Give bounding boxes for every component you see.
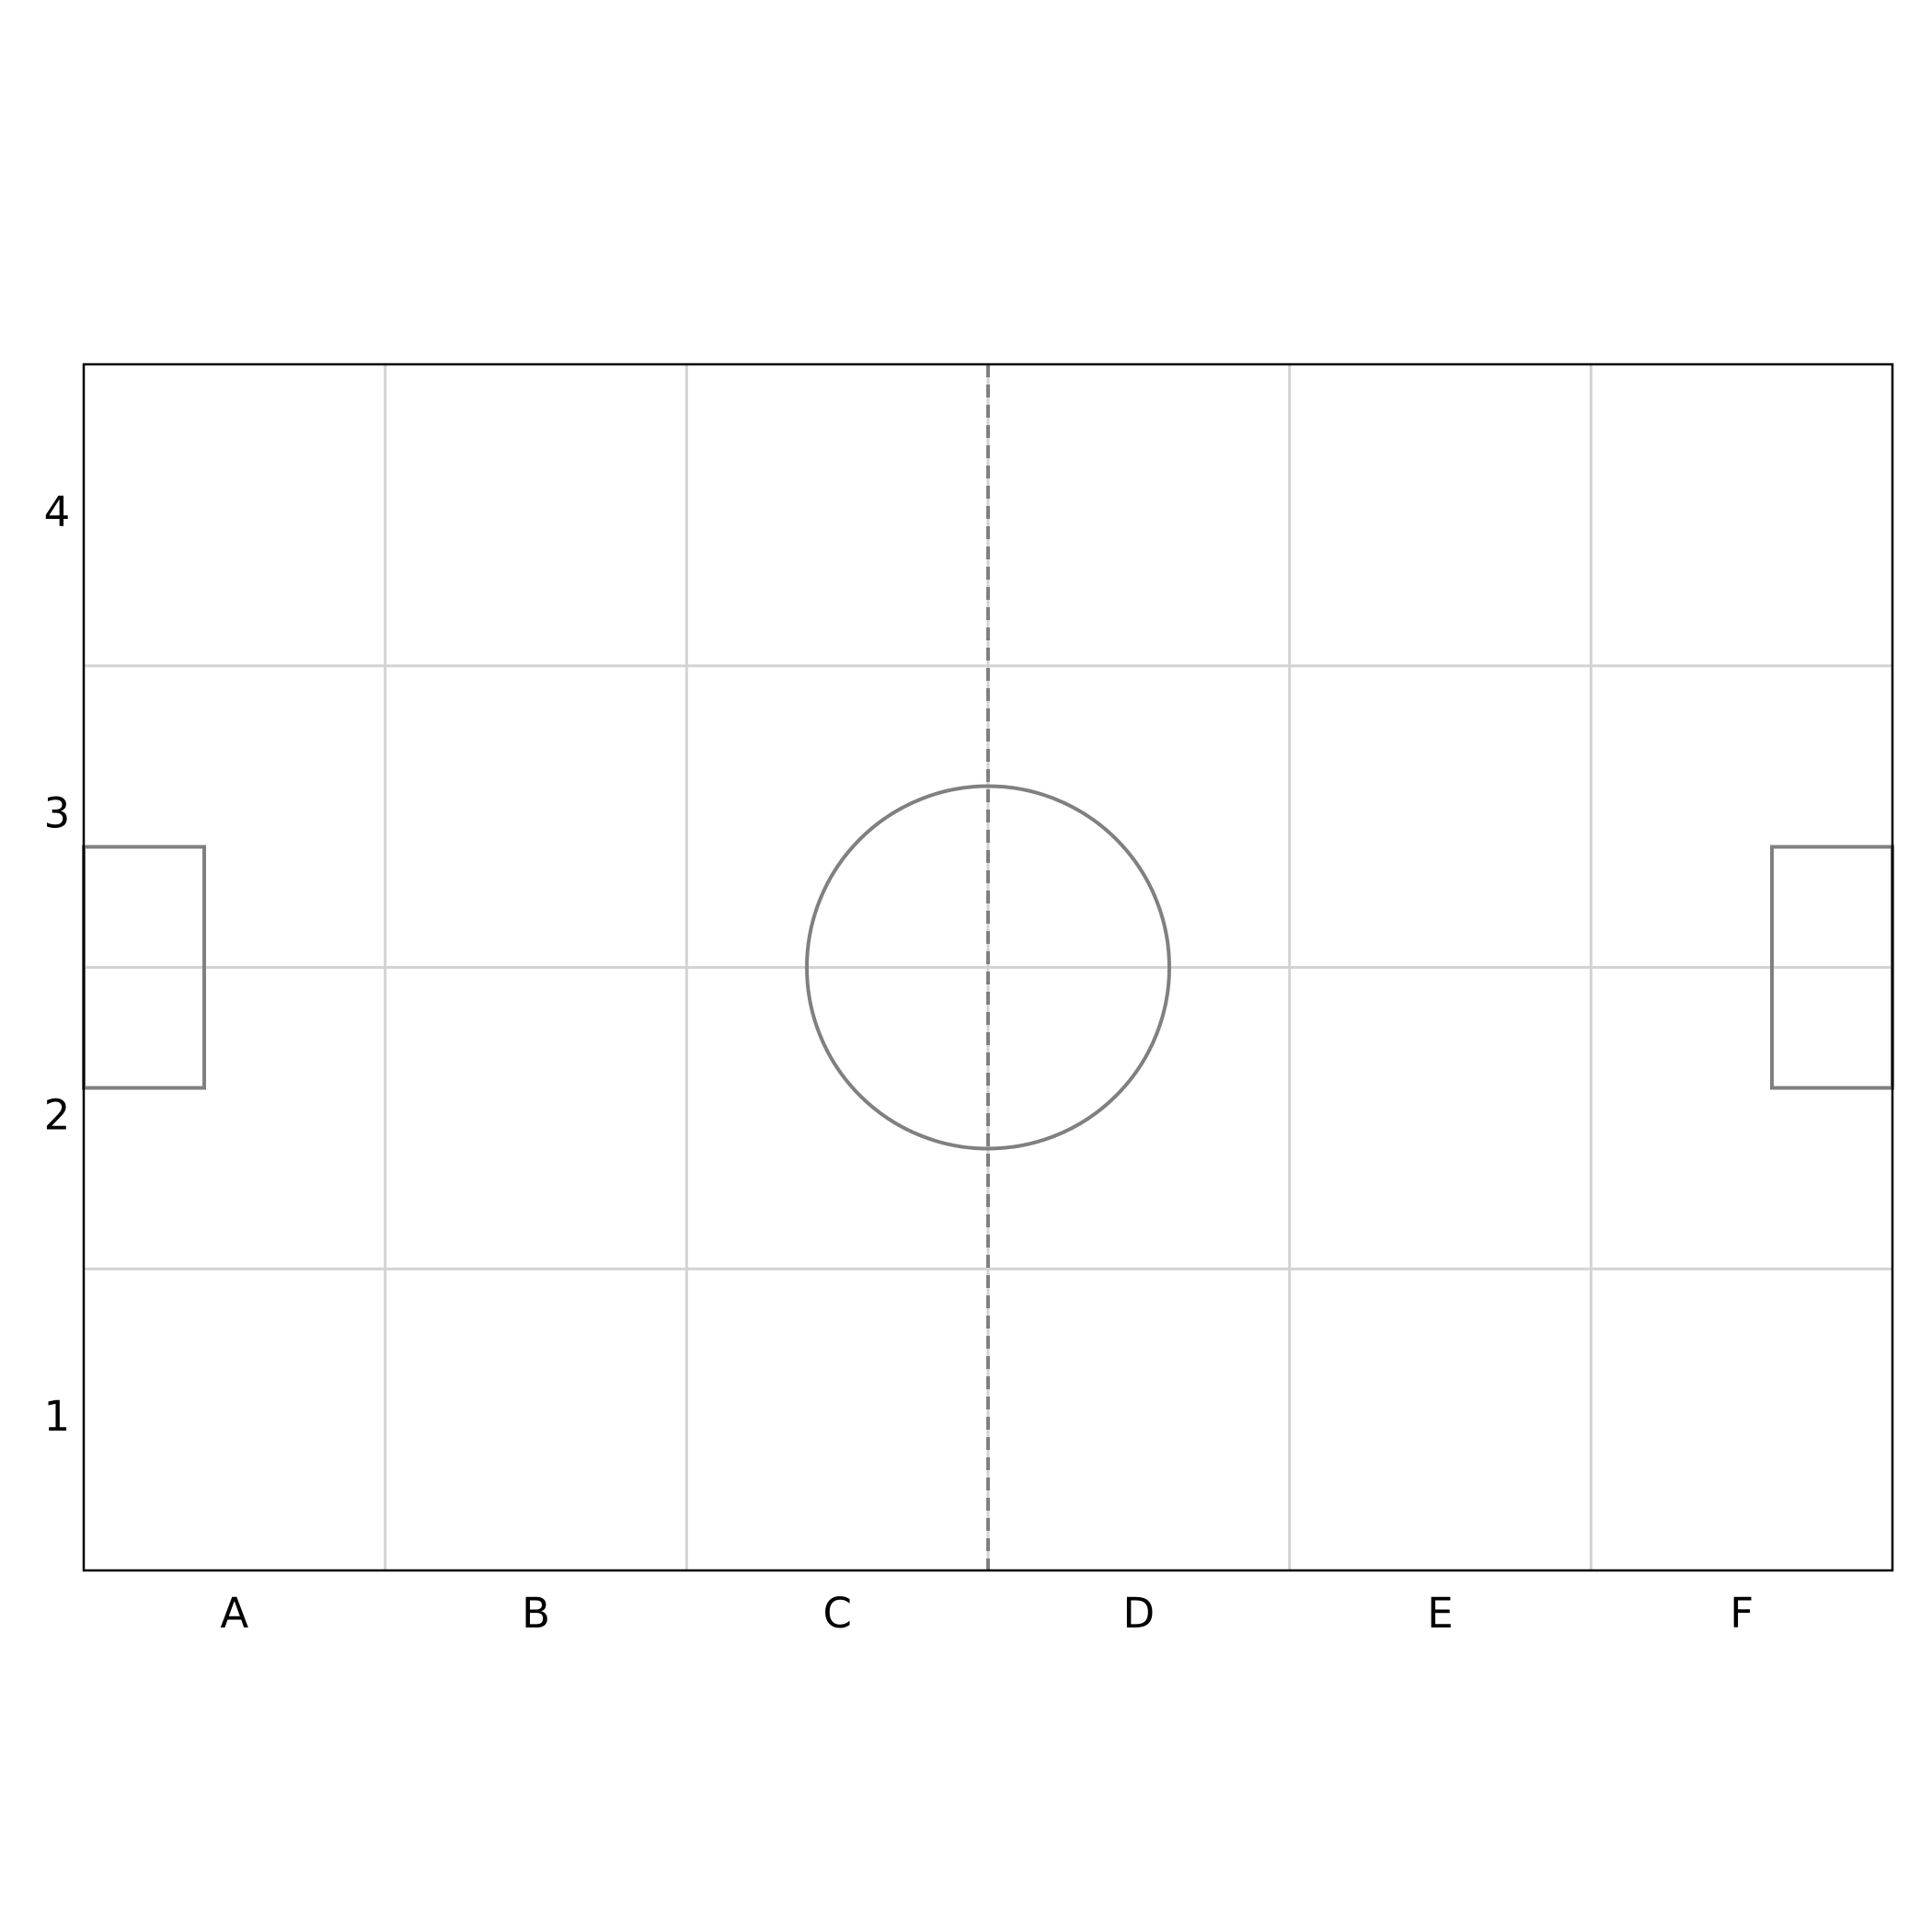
column-label: D bbox=[1123, 1589, 1156, 1638]
grid-lines bbox=[84, 364, 1892, 1570]
column-label: A bbox=[220, 1589, 248, 1638]
row-label: 3 bbox=[44, 789, 71, 838]
column-label: F bbox=[1730, 1589, 1754, 1638]
plot-border bbox=[82, 362, 1894, 1572]
row-labels: 1 2 3 4 bbox=[44, 488, 71, 1441]
row-label: 4 bbox=[44, 488, 71, 536]
column-labels: A B C D E F bbox=[220, 1589, 1754, 1638]
row-label: 2 bbox=[44, 1090, 71, 1139]
column-label: B bbox=[522, 1589, 550, 1638]
column-label: C bbox=[822, 1589, 851, 1638]
row-label: 1 bbox=[44, 1392, 71, 1441]
center-circle bbox=[805, 784, 1171, 1151]
column-label: E bbox=[1427, 1589, 1453, 1638]
